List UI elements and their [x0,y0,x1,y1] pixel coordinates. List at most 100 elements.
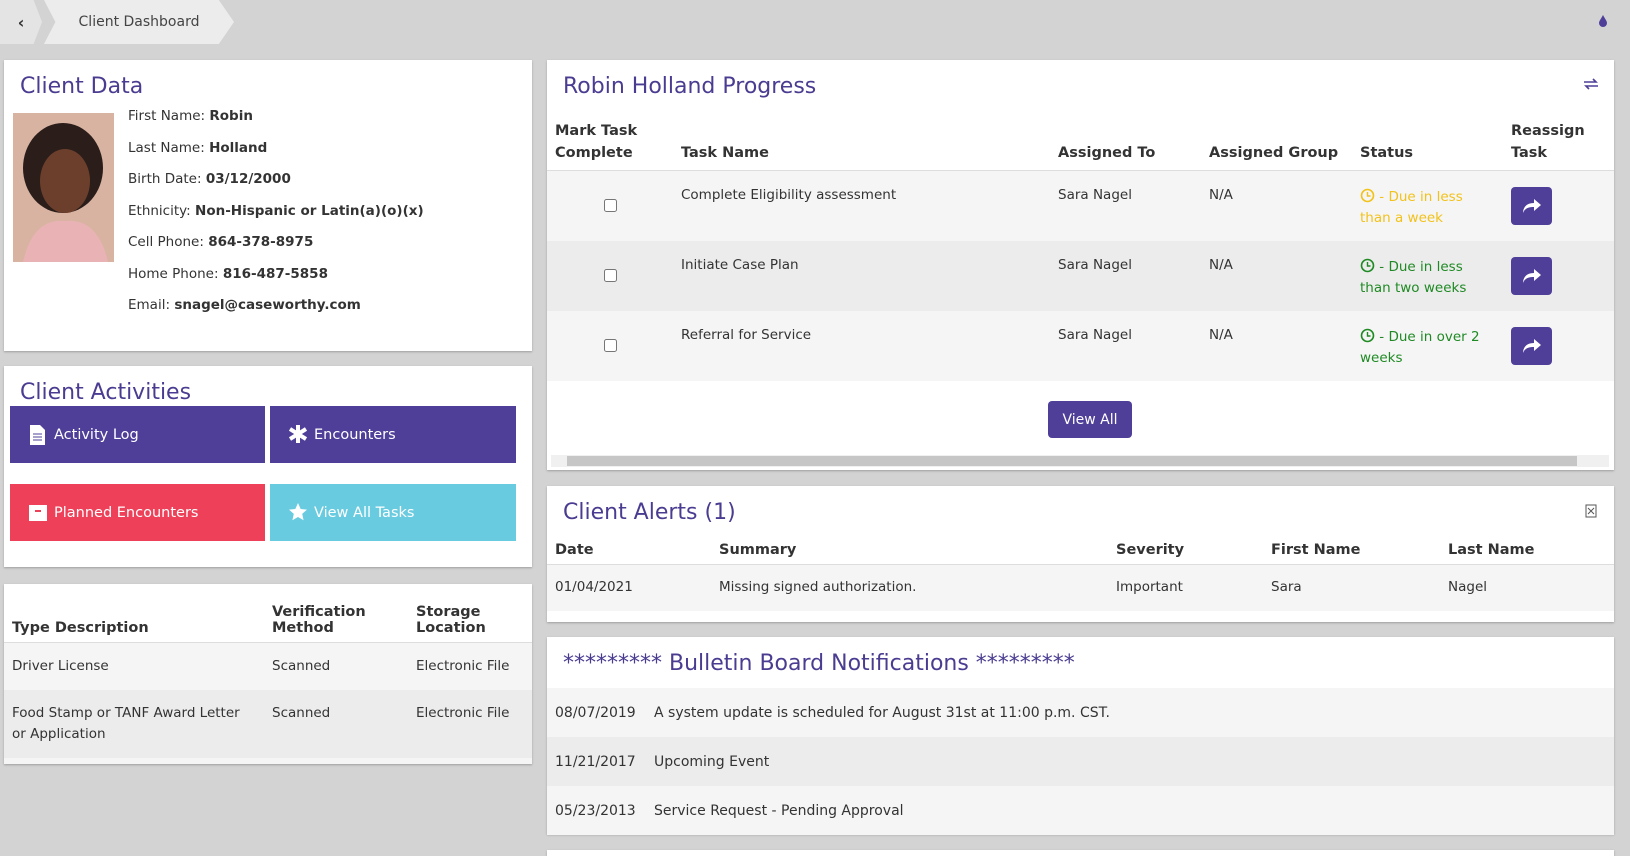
column-header: Reassign Task [1503,116,1614,171]
back-button[interactable]: ‹ [0,0,42,44]
cell: Sara Nagel [1050,310,1201,381]
activity-button[interactable]: Planned Encounters [10,484,265,541]
bulletin-date: 05/23/2013 [555,802,636,819]
complete-checkbox[interactable] [604,268,617,282]
column-header: First Name [1263,538,1440,565]
status-cell: - Due in less than a week [1352,170,1503,241]
alert-row: 01/04/2021 Missing signed authorization. I… [547,564,1614,611]
clock-icon [1360,328,1379,345]
complete-checkbox[interactable] [604,338,617,352]
cell [1503,240,1614,311]
cell [1503,170,1614,241]
task-row: Referral for Service Sara Nagel N/A - Due … [547,310,1614,381]
button-icon [289,502,307,520]
alerts-table: Date Summary Severity First Name Last Name 01… [547,538,1614,611]
client-activities-card: Client Activities Activity Log Encounters… [4,366,532,567]
field-label: Cell Phone: [128,234,204,250]
bulletin-card: ********* Bulletin Board Notifications *… [547,637,1614,835]
alerts-table-wrap: Date Summary Severity First Name Last Name 01… [547,538,1614,611]
column-header: Storage Location [408,584,532,643]
column-header: Summary [711,538,1108,565]
card-title: Client Alerts (1) [563,500,736,525]
bulletin-text: Service Request - Pending Approval [654,802,904,819]
reassign-button[interactable] [1511,256,1552,295]
client-field: Email: snagel@caseworthy.com [128,297,361,313]
reassign-button[interactable] [1511,186,1552,225]
bulletin-list: 08/07/2019 A system update is scheduled f… [547,688,1614,835]
documents-table: Type Description Verification Method Stora… [4,584,532,758]
card-title: Client Activities [20,380,192,405]
clock-icon [1360,188,1379,205]
column-header: Type Description [4,584,264,643]
cell: Driver License [4,642,264,690]
bulletin-date: 11/21/2017 [555,753,636,770]
status-cell: - Due in over 2 weeks [1352,310,1503,381]
button-label: Activity Log [54,426,139,443]
field-value: Holland [209,139,268,156]
card-title: Client Data [20,74,144,99]
button-label: View All Tasks [314,504,415,521]
client-field: First Name: Robin [128,108,253,124]
cell: Food Stamp or TANF Award Letter or Appli… [4,689,264,758]
field-label: Birth Date: [128,171,202,187]
theme-icon[interactable] [1598,14,1608,27]
activity-button[interactable]: Encounters [270,406,516,463]
column-header: Severity [1108,538,1263,565]
column-header: Assigned To [1050,116,1201,171]
cell: Important [1108,564,1263,611]
client-field: Cell Phone: 864-378-8975 [128,234,313,250]
header-row: Mark Task Complete Task Name Assigned To As… [547,116,1614,171]
activity-button[interactable]: View All Tasks [270,484,516,541]
reassign-button[interactable] [1511,326,1552,365]
cell: Sara Nagel [1050,240,1201,311]
card-title: ********* Bulletin Board Notifications *… [563,651,1075,676]
alerts-card: Client Alerts (1) Date Summary Severity Fir… [547,486,1614,622]
next-card [547,850,1614,856]
column-header: Status [1352,116,1503,171]
cell: Scanned [264,642,408,690]
client-field: Birth Date: 03/12/2000 [128,171,291,187]
field-value: 864-378-8975 [208,234,314,250]
documents-card: Type Description Verification Method Stora… [4,584,532,764]
field-value: 03/12/2000 [205,171,291,187]
task-row: Complete Eligibility assessment Sara Nage… [547,170,1614,241]
card-title: Robin Holland Progress [563,74,817,99]
cell: Sara Nagel [1050,170,1201,241]
button-icon [30,424,45,445]
task-row: Initiate Case Plan Sara Nagel N/A - Due in… [547,240,1614,311]
client-data-card: Client Data First Name: Robin Last Name: … [4,60,532,351]
cell: N/A [1201,170,1352,241]
cell: Electronic File [408,642,532,690]
field-value: snagel@caseworthy.com [174,297,361,313]
client-field: Ethnicity: Non-Hispanic or Latin(a)(o)(x… [128,203,424,219]
field-value: Robin [209,108,253,124]
bulletin-text: A system update is scheduled for August … [654,704,1110,721]
scroll-thumb[interactable] [567,456,1577,466]
header-row: Type Description Verification Method Stora… [4,584,532,643]
progress-table: Mark Task Complete Task Name Assigned To As… [547,116,1614,381]
photo-art [13,113,114,262]
bulletin-text: Upcoming Event [654,753,770,770]
activity-button[interactable]: Activity Log [10,406,265,463]
status-text: - Due in less than a week [1360,189,1463,226]
column-header: Mark Task Complete [547,116,673,171]
column-header: Assigned Group [1201,116,1352,171]
cell: Missing signed authorization. [711,564,1108,611]
bulletin-item: 08/07/2019 A system update is scheduled f… [547,688,1614,737]
scrollbar[interactable] [551,455,1609,467]
view-all-button[interactable]: View All [1048,401,1132,438]
cell: N/A [1201,240,1352,311]
bulletin-item: 05/23/2013 Service Request - Pending Appr… [547,786,1614,835]
cell [547,310,673,381]
cell: Nagel [1440,564,1614,611]
complete-checkbox[interactable] [604,198,617,212]
progress-table-wrap: Mark Task Complete Task Name Assigned To As… [547,116,1614,381]
cell: Initiate Case Plan [673,240,1050,311]
column-header: Verification Method [264,584,408,643]
export-icon[interactable] [1585,504,1597,518]
cell: Sara [1263,564,1440,611]
client-field: Home Phone: 816-487-5858 [128,266,328,282]
swap-icon[interactable] [1583,78,1599,90]
cell: 01/04/2021 [547,564,711,611]
